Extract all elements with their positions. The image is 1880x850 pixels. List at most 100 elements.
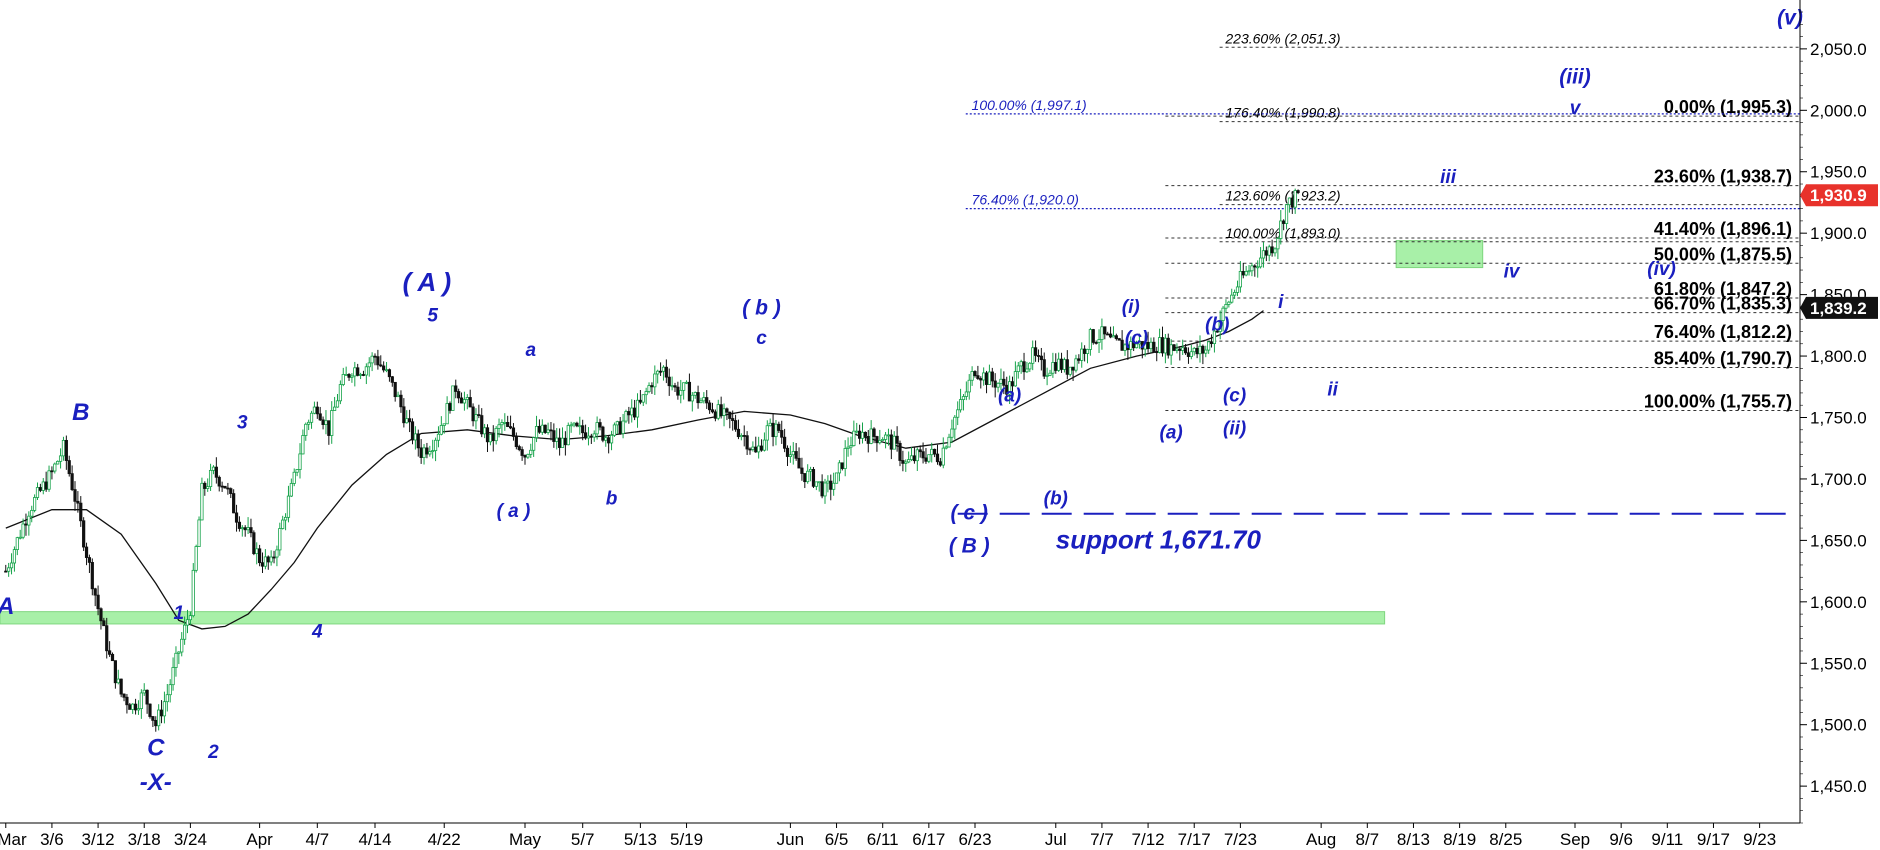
- wave-labels: A B C -X- 1 2 3 4 ( A ) 5 a ( a ) b ( b ) c ( c ) ( B ) (…: [0, 6, 1803, 796]
- candle-body: [243, 527, 247, 531]
- support-level: support 1,671.70: [957, 512, 1790, 555]
- candle-body: [506, 422, 510, 427]
- x-axis: Mar 3/6 3/12 3/18 3/24 Apr 4/7 4/14 4/22 May 5/7 5/…: [0, 822, 1800, 849]
- candle-body: [1042, 359, 1046, 377]
- candle-body: [947, 436, 951, 448]
- candle-body: [445, 403, 449, 425]
- candle-body: [892, 435, 896, 450]
- candle-body: [1025, 368, 1029, 373]
- candle-body: [572, 422, 576, 426]
- candle-body: [177, 651, 181, 654]
- y-tick-label: 2,000.0: [1810, 101, 1867, 120]
- y-tick-label: 1,550.0: [1810, 654, 1867, 673]
- candle-body: [275, 549, 279, 558]
- candle-body: [716, 404, 720, 419]
- candle-body: [41, 481, 45, 491]
- candle-body: [1296, 190, 1300, 194]
- candle-body: [188, 615, 192, 621]
- candle-body: [105, 625, 109, 652]
- candle-body: [705, 397, 709, 404]
- candle-body: [266, 556, 270, 563]
- candle-body: [563, 437, 567, 446]
- candle-body: [647, 385, 651, 392]
- candle-body: [973, 371, 977, 377]
- candle-body: [1253, 265, 1257, 268]
- candle-body: [1103, 326, 1107, 335]
- candle-body: [364, 366, 368, 376]
- y-tick-label: 1,450.0: [1810, 777, 1867, 796]
- candle-body: [601, 426, 605, 441]
- x-tick-label: 6/17: [912, 830, 945, 849]
- candle-body: [1284, 204, 1289, 224]
- candle-body: [1201, 345, 1205, 354]
- wave-label: (a): [998, 386, 1021, 407]
- candle-body: [1091, 329, 1095, 343]
- x-tick-label: 9/17: [1697, 830, 1730, 849]
- candle-body: [520, 449, 524, 456]
- wave-label: b: [606, 489, 618, 510]
- candle-body: [990, 371, 994, 382]
- candle-body: [289, 483, 293, 497]
- candle-body: [1227, 301, 1231, 305]
- candle-body: [1143, 342, 1147, 350]
- fib-label: 85.40% (1,790.7): [1654, 348, 1792, 368]
- candle-body: [1106, 333, 1110, 336]
- candle-body: [733, 420, 738, 430]
- candle-body: [751, 446, 755, 450]
- candle-body: [696, 392, 700, 404]
- candle-body: [771, 422, 775, 438]
- fib-blue-label: 100.00% (1,997.1): [972, 97, 1087, 113]
- x-tick-label: 3/12: [82, 830, 115, 849]
- wave-label: ii: [1327, 379, 1338, 400]
- wave-label: (c): [1223, 386, 1246, 407]
- candle-body: [483, 427, 487, 435]
- candle-body: [295, 469, 299, 473]
- candle-body: [90, 562, 94, 590]
- candle-body: [852, 430, 856, 446]
- candle-body: [907, 459, 911, 463]
- candle-body: [633, 407, 637, 418]
- wave-label: (ii): [1223, 419, 1246, 440]
- candle-body: [136, 708, 141, 711]
- candle-body: [909, 455, 914, 460]
- candle-body: [1244, 271, 1248, 276]
- candle-body: [1267, 246, 1271, 256]
- candle-body: [298, 453, 302, 470]
- candle-body: [439, 425, 443, 435]
- x-tick-label: 5/19: [670, 830, 703, 849]
- candle-body: [442, 423, 446, 426]
- candle-body: [33, 497, 37, 511]
- candle-body: [1175, 348, 1179, 351]
- candle-body: [555, 437, 559, 442]
- candle-body: [641, 394, 645, 403]
- candle-body: [650, 385, 654, 388]
- candle-body: [1189, 351, 1193, 357]
- candle-body: [999, 378, 1003, 384]
- candle-body: [1126, 344, 1130, 350]
- candle-body: [814, 481, 818, 487]
- x-tick-label: 3/6: [40, 830, 64, 849]
- candle-body: [904, 461, 908, 464]
- candle-body: [1005, 384, 1009, 395]
- candle-body: [387, 369, 392, 378]
- wave-label: (i): [1122, 297, 1140, 318]
- candle-body: [1097, 339, 1101, 343]
- fib-ext-label: 123.60% (1,923.2): [1225, 188, 1340, 204]
- x-tick-label: Apr: [246, 830, 273, 849]
- candle-body: [425, 447, 429, 455]
- candle-body: [1290, 197, 1294, 208]
- candle-body: [514, 436, 518, 447]
- candle-body: [837, 462, 842, 474]
- candle-body: [335, 400, 340, 408]
- candle-body: [710, 409, 715, 413]
- candle-body: [1085, 349, 1090, 354]
- candle-body: [462, 399, 467, 404]
- wave-label: iii: [1440, 167, 1457, 188]
- candle-body: [1241, 271, 1245, 276]
- candle-body: [168, 684, 172, 696]
- candle-body: [684, 381, 689, 384]
- y-tick-label: 1,650.0: [1810, 531, 1867, 550]
- candle-body: [171, 667, 175, 686]
- candle-body: [915, 449, 919, 462]
- candle-body: [941, 447, 945, 466]
